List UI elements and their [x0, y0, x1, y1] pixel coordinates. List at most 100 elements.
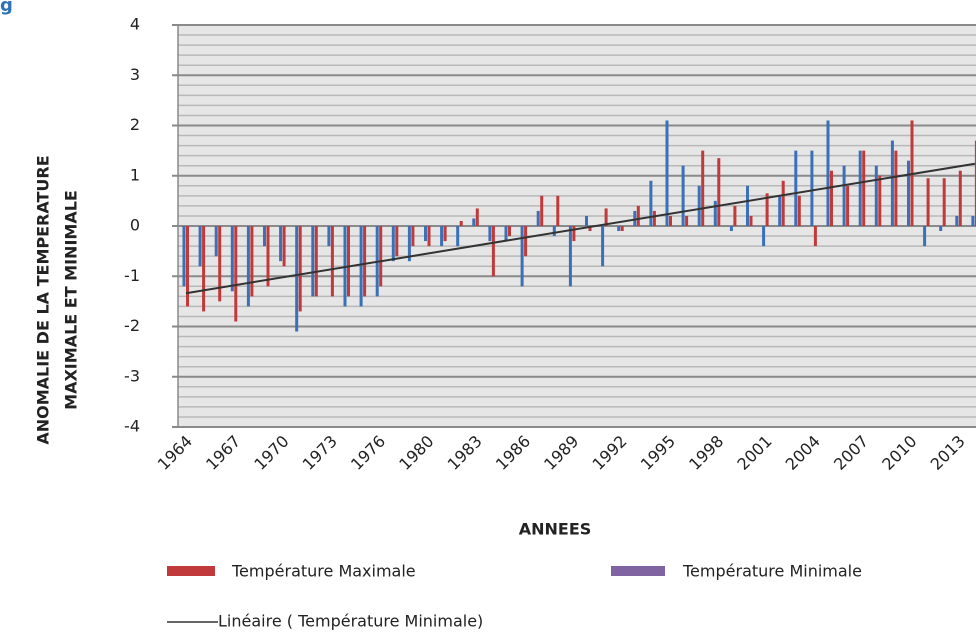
- bar: [633, 210, 637, 226]
- bar: [572, 226, 576, 242]
- bar: [765, 193, 769, 226]
- x-tick-label: 1964: [154, 432, 196, 474]
- bar: [958, 170, 962, 226]
- bar: [862, 150, 866, 226]
- bar: [556, 195, 560, 226]
- bar: [713, 200, 717, 226]
- legend-label: Température Minimale: [682, 562, 862, 581]
- y-axis-title: ANOMALIE DE LA TEMPERATURE: [34, 155, 53, 444]
- bar: [424, 226, 427, 242]
- bar: [282, 226, 286, 267]
- x-axis-title: ANNEES: [519, 520, 592, 539]
- bar: [536, 210, 540, 226]
- bar: [826, 120, 830, 226]
- bar: [202, 226, 206, 312]
- bar: [974, 140, 976, 226]
- bar: [733, 205, 737, 226]
- bar: [729, 226, 733, 232]
- bar: [894, 150, 898, 226]
- bar: [971, 215, 975, 226]
- x-tick-label: 1983: [444, 432, 486, 474]
- x-tick-label: 1995: [637, 432, 679, 474]
- bar: [797, 195, 801, 226]
- x-tick-label: 1967: [202, 432, 244, 474]
- corner-text: g: [0, 0, 13, 16]
- bar: [540, 195, 544, 226]
- bar: [701, 150, 705, 226]
- bar: [636, 205, 640, 226]
- bar: [407, 226, 411, 262]
- y-tick-label: -3: [124, 366, 140, 385]
- bar: [907, 160, 910, 226]
- legend-swatch: [611, 566, 665, 576]
- bar: [330, 226, 334, 297]
- x-tick-label: 2010: [878, 432, 920, 474]
- bar: [669, 215, 672, 226]
- legend-label: Linéaire ( Température Minimale): [218, 612, 483, 631]
- x-tick-label: 2001: [733, 432, 775, 474]
- bar: [391, 226, 395, 262]
- bar: [230, 226, 234, 292]
- x-tick-label: 2004: [782, 432, 824, 474]
- bar: [585, 215, 588, 226]
- bar: [363, 226, 367, 297]
- bar: [440, 226, 444, 247]
- bar: [295, 226, 299, 332]
- x-tick-label: 1998: [685, 432, 727, 474]
- bar: [781, 180, 785, 226]
- bar: [617, 226, 621, 232]
- bar: [652, 210, 656, 226]
- bar: [508, 226, 511, 237]
- bar: [942, 178, 946, 226]
- bar: [890, 140, 894, 226]
- bar: [830, 170, 833, 226]
- bar: [182, 226, 186, 287]
- bar: [681, 165, 685, 226]
- legend-swatch: [167, 566, 215, 576]
- bar: [186, 226, 189, 307]
- bar: [456, 226, 460, 247]
- x-tick-label: 1980: [395, 432, 437, 474]
- bar: [395, 226, 399, 257]
- bar: [955, 215, 959, 226]
- bar: [246, 226, 250, 307]
- x-tick-label: 1973: [299, 432, 341, 474]
- bar: [813, 226, 817, 247]
- bar: [685, 215, 689, 226]
- bar: [214, 226, 218, 257]
- bar: [842, 165, 846, 226]
- y-tick-label: 4: [130, 15, 140, 34]
- bar: [524, 226, 528, 257]
- bar: [311, 226, 315, 297]
- bar: [552, 226, 556, 237]
- bar: [427, 226, 431, 247]
- y-tick-label: 1: [130, 165, 140, 184]
- bar: [874, 165, 878, 226]
- bar: [697, 185, 701, 226]
- trend-line: [185, 162, 976, 295]
- bar: [746, 185, 749, 226]
- bar: [778, 195, 782, 226]
- bar: [411, 226, 415, 247]
- bar: [491, 226, 495, 277]
- bar: [279, 226, 283, 262]
- bar: [475, 208, 479, 226]
- bar: [601, 226, 605, 267]
- x-tick-label: 2013: [927, 432, 969, 474]
- y-tick-label: 3: [130, 65, 140, 84]
- bar: [198, 226, 202, 267]
- bar: [858, 150, 862, 226]
- bar: [327, 226, 331, 247]
- bar: [717, 158, 721, 226]
- bar: [298, 226, 302, 312]
- bar: [926, 178, 930, 226]
- bar: [939, 226, 943, 232]
- bar: [878, 175, 882, 226]
- bar: [472, 218, 476, 226]
- y-tick-label: -2: [124, 316, 140, 335]
- x-tick-label: 1976: [347, 432, 389, 474]
- bar: [459, 220, 463, 226]
- bar: [620, 226, 624, 232]
- bar: [604, 208, 608, 226]
